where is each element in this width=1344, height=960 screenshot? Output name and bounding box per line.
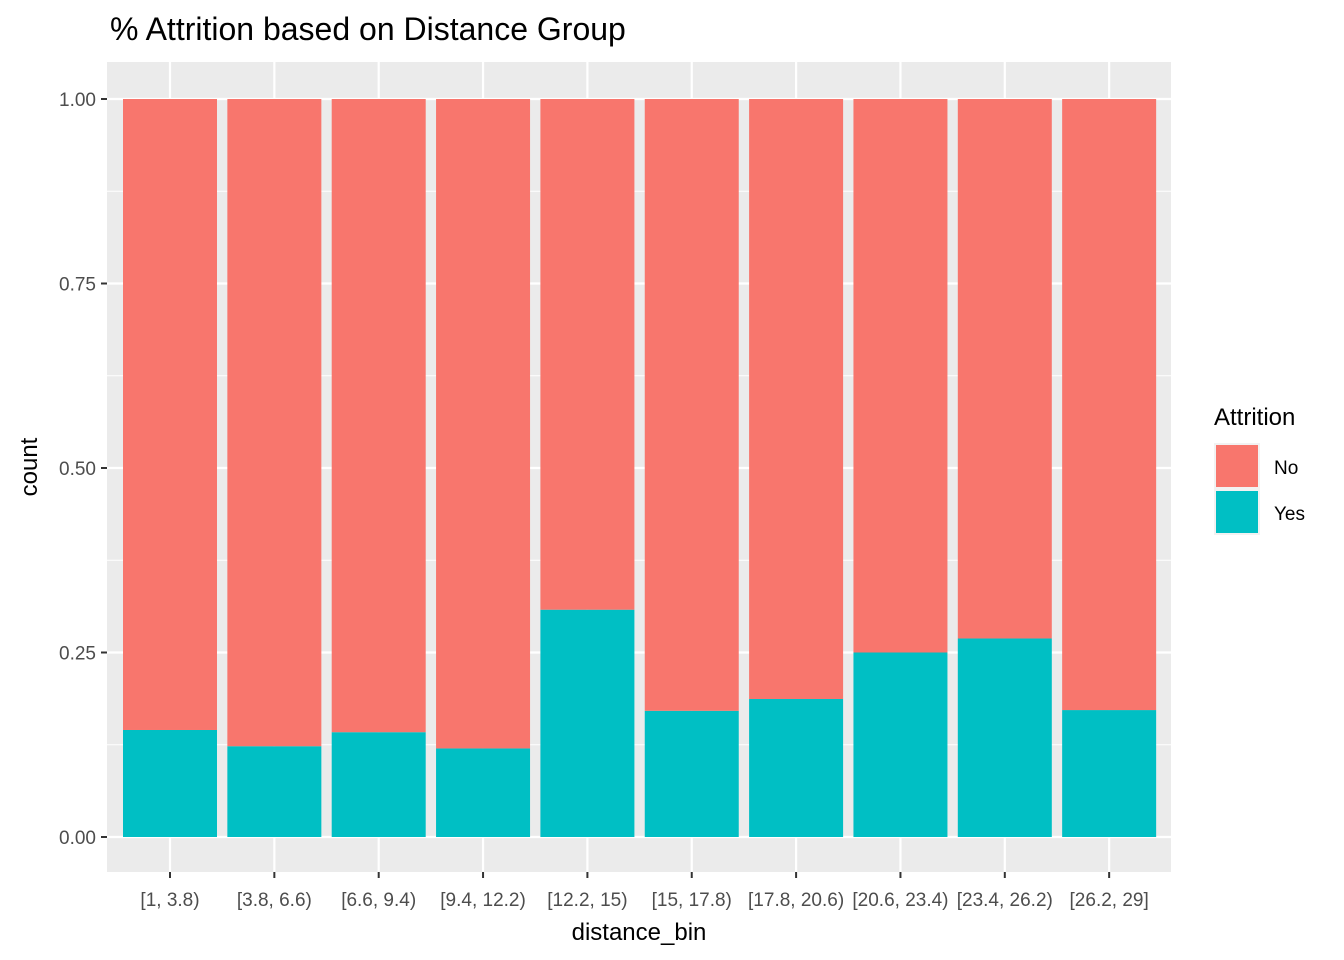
legend-title: Attrition bbox=[1214, 404, 1295, 431]
x-tick-label: [1, 3.8) bbox=[140, 890, 199, 911]
bar-yes bbox=[853, 652, 948, 837]
y-tick-label: 0.75 bbox=[59, 275, 96, 296]
x-tick-label: [15, 17.8) bbox=[652, 890, 732, 911]
bar-yes bbox=[331, 732, 426, 837]
legend-label-yes: Yes bbox=[1274, 504, 1305, 525]
bar-yes bbox=[749, 698, 844, 837]
legend-label-no: No bbox=[1274, 458, 1298, 479]
bar-no bbox=[540, 99, 635, 610]
x-tick-label: [9.4, 12.2) bbox=[440, 890, 526, 911]
bar-yes bbox=[957, 638, 1052, 837]
x-tick-label: [3.8, 6.6) bbox=[237, 890, 312, 911]
bar-no bbox=[123, 99, 217, 730]
y-tick-label: 0.25 bbox=[59, 644, 96, 665]
bar-no bbox=[957, 99, 1052, 639]
x-tick-label: [12.2, 15) bbox=[547, 890, 627, 911]
x-tick-label: [23.4, 26.2) bbox=[957, 890, 1053, 911]
bar-layer bbox=[123, 99, 1157, 837]
bar-yes bbox=[1062, 710, 1157, 837]
bar-no bbox=[853, 99, 948, 653]
y-tick-label: 1.00 bbox=[59, 90, 96, 111]
legend: Attrition No Yes bbox=[1214, 404, 1305, 535]
chart-title: % Attrition based on Distance Group bbox=[110, 11, 626, 47]
bar-no bbox=[749, 99, 844, 699]
x-axis: [1, 3.8) [3.8, 6.6) [6.6, 9.4) [9.4, 12.2) [… bbox=[140, 872, 1149, 911]
x-axis-title: distance_bin bbox=[572, 919, 707, 946]
x-tick-label: [20.6, 23.4) bbox=[852, 890, 948, 911]
bar-yes bbox=[540, 609, 635, 837]
bar-yes bbox=[227, 746, 322, 837]
bar-no bbox=[644, 99, 739, 711]
y-tick-label: 0.50 bbox=[59, 459, 96, 480]
y-tick-label: 0.00 bbox=[59, 828, 96, 849]
bar-yes bbox=[123, 729, 217, 837]
x-tick-label: [26.2, 29] bbox=[1070, 890, 1149, 911]
x-tick-label: [17.8, 20.6) bbox=[748, 890, 844, 911]
bar-yes bbox=[644, 710, 739, 837]
x-tick-label: [6.6, 9.4) bbox=[341, 890, 416, 911]
legend-key-yes bbox=[1216, 491, 1258, 533]
bar-yes bbox=[436, 748, 531, 837]
legend-key-no bbox=[1216, 445, 1258, 487]
y-axis-title: count bbox=[16, 437, 43, 496]
bar-no bbox=[227, 99, 322, 747]
bar-no bbox=[331, 99, 426, 733]
bar-no bbox=[436, 99, 531, 749]
bar-no bbox=[1062, 99, 1157, 711]
y-axis: 0.00 0.25 0.50 0.75 1.00 bbox=[59, 90, 107, 849]
